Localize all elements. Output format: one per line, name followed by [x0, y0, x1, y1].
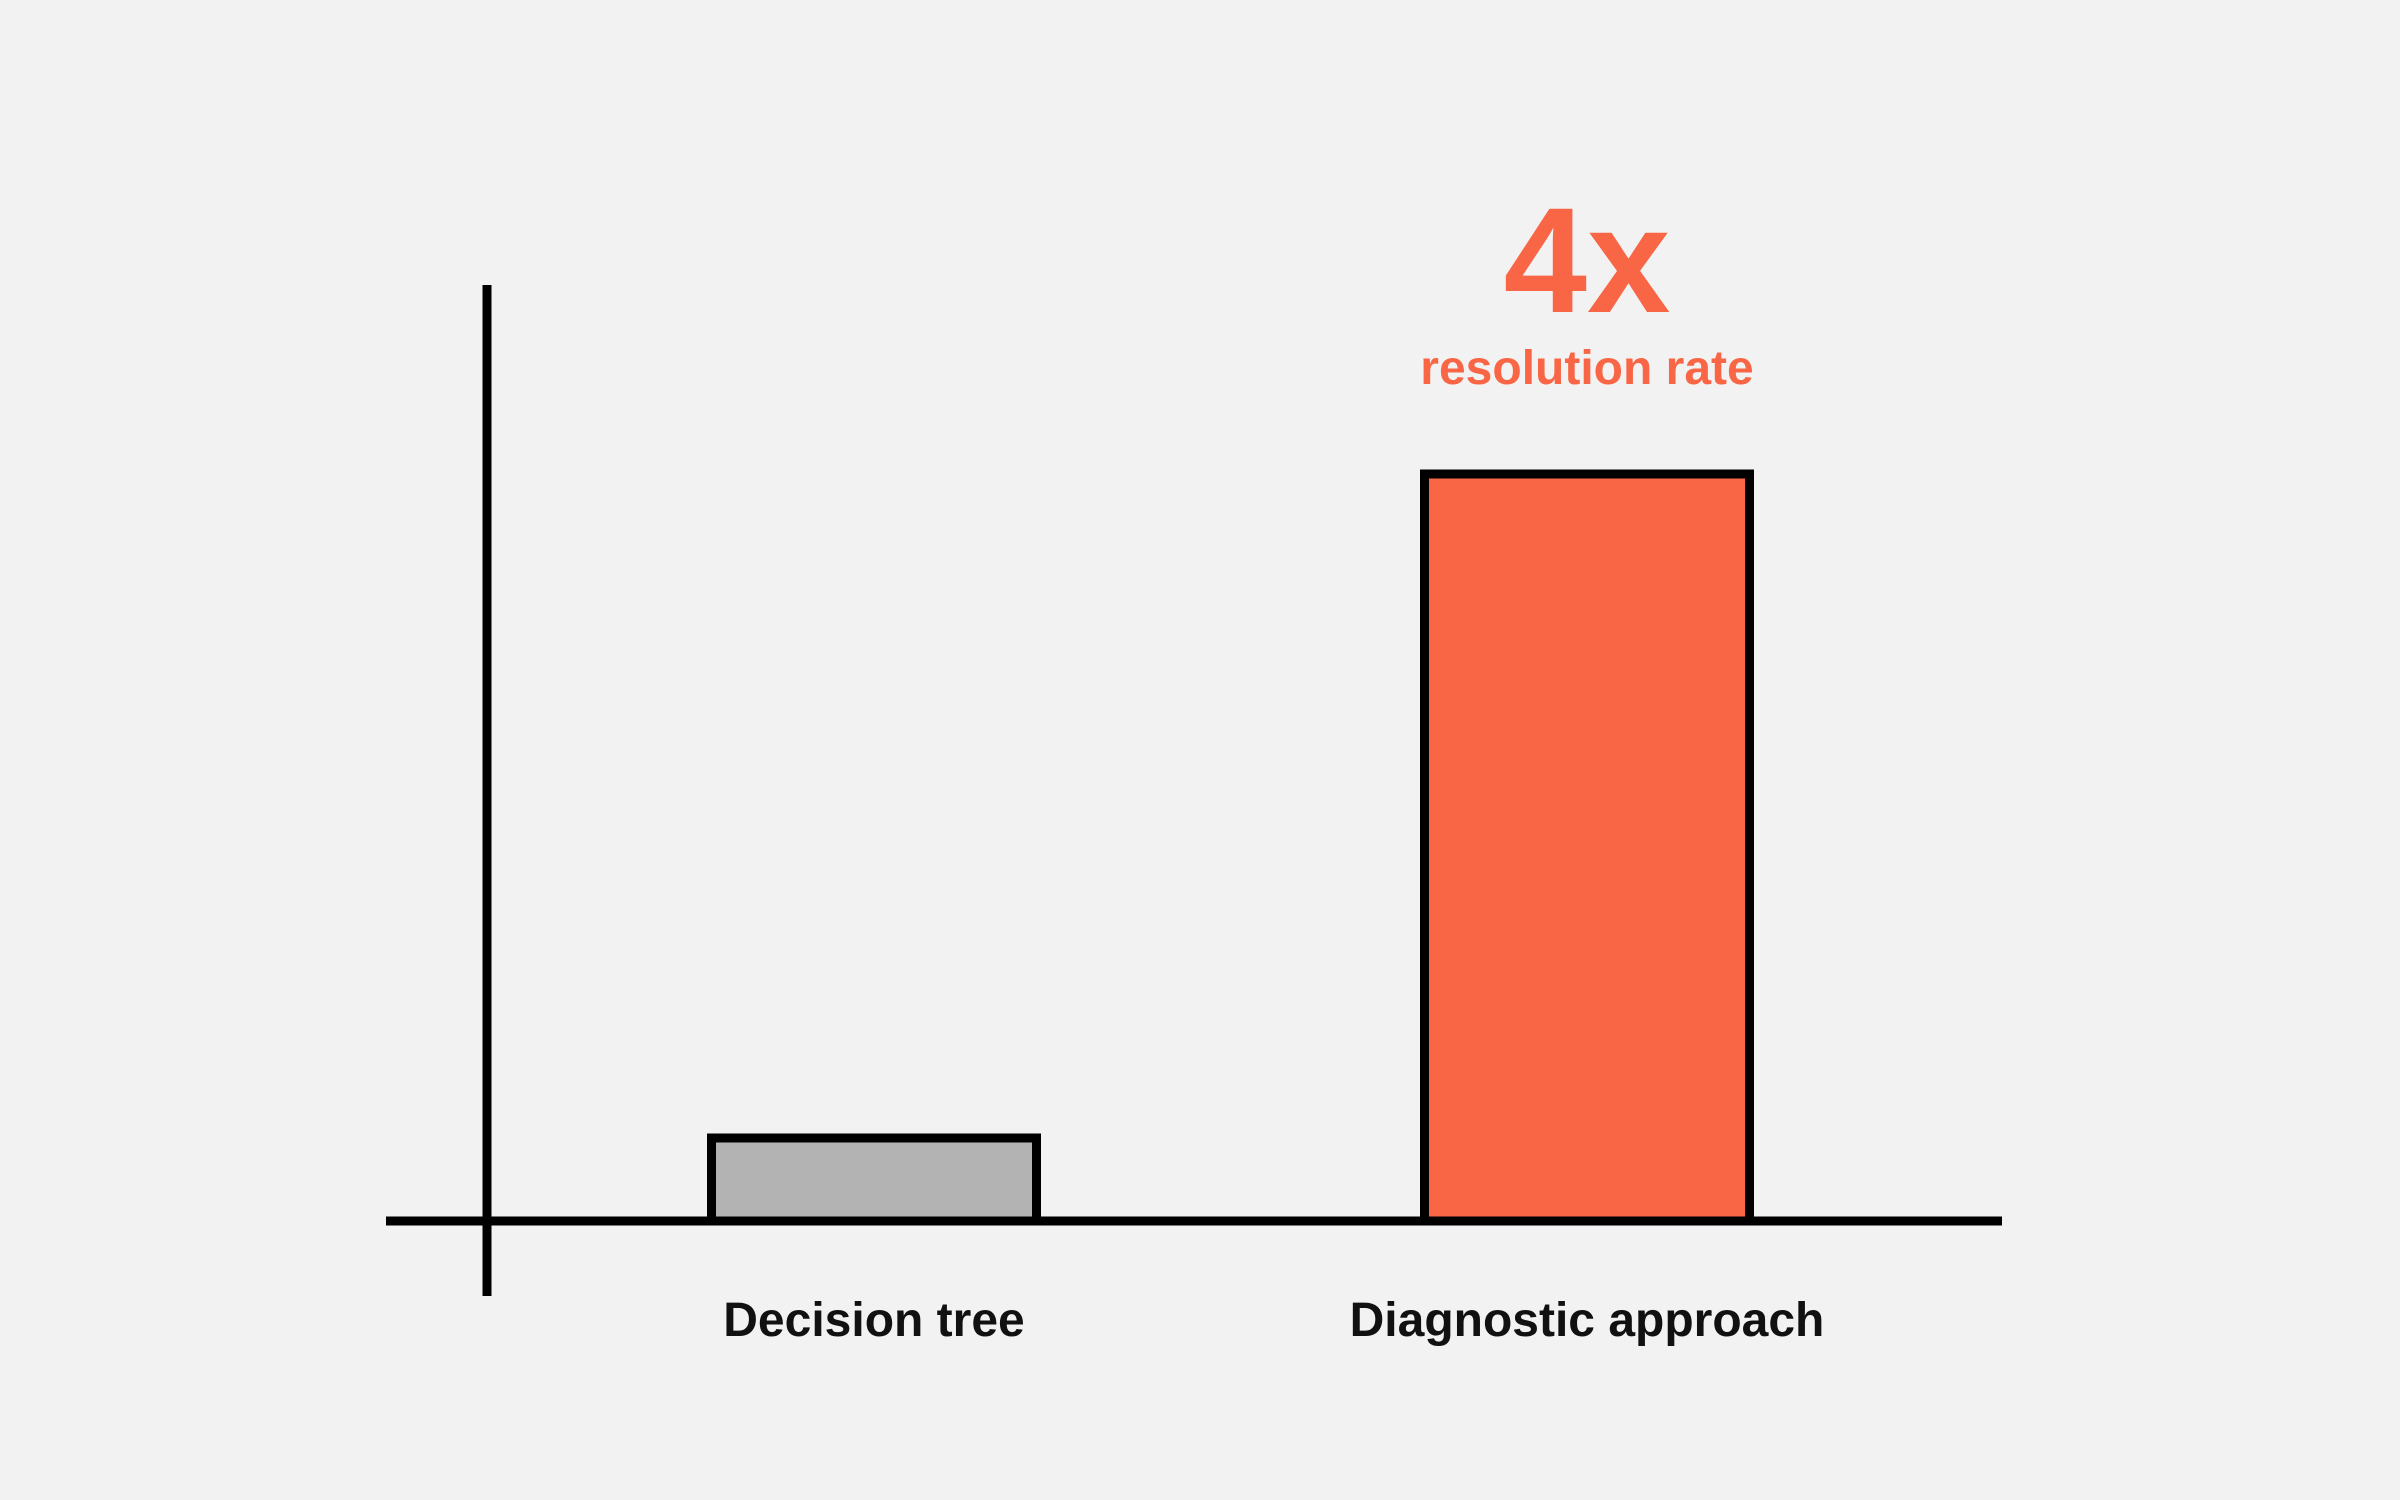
bar-decision-tree	[707, 1133, 1041, 1226]
annotation-value: 4x	[1504, 176, 1671, 344]
bar-diagnostic-approach	[1420, 469, 1754, 1226]
annotation-label: resolution rate	[1420, 342, 1753, 395]
category-label-diagnostic-approach: Diagnostic approach	[1350, 1294, 1825, 1347]
category-label-decision-tree: Decision tree	[723, 1294, 1024, 1347]
labels-layer: Decision tree Diagnostic approach	[723, 1294, 1824, 1347]
bars-layer	[707, 469, 1754, 1226]
